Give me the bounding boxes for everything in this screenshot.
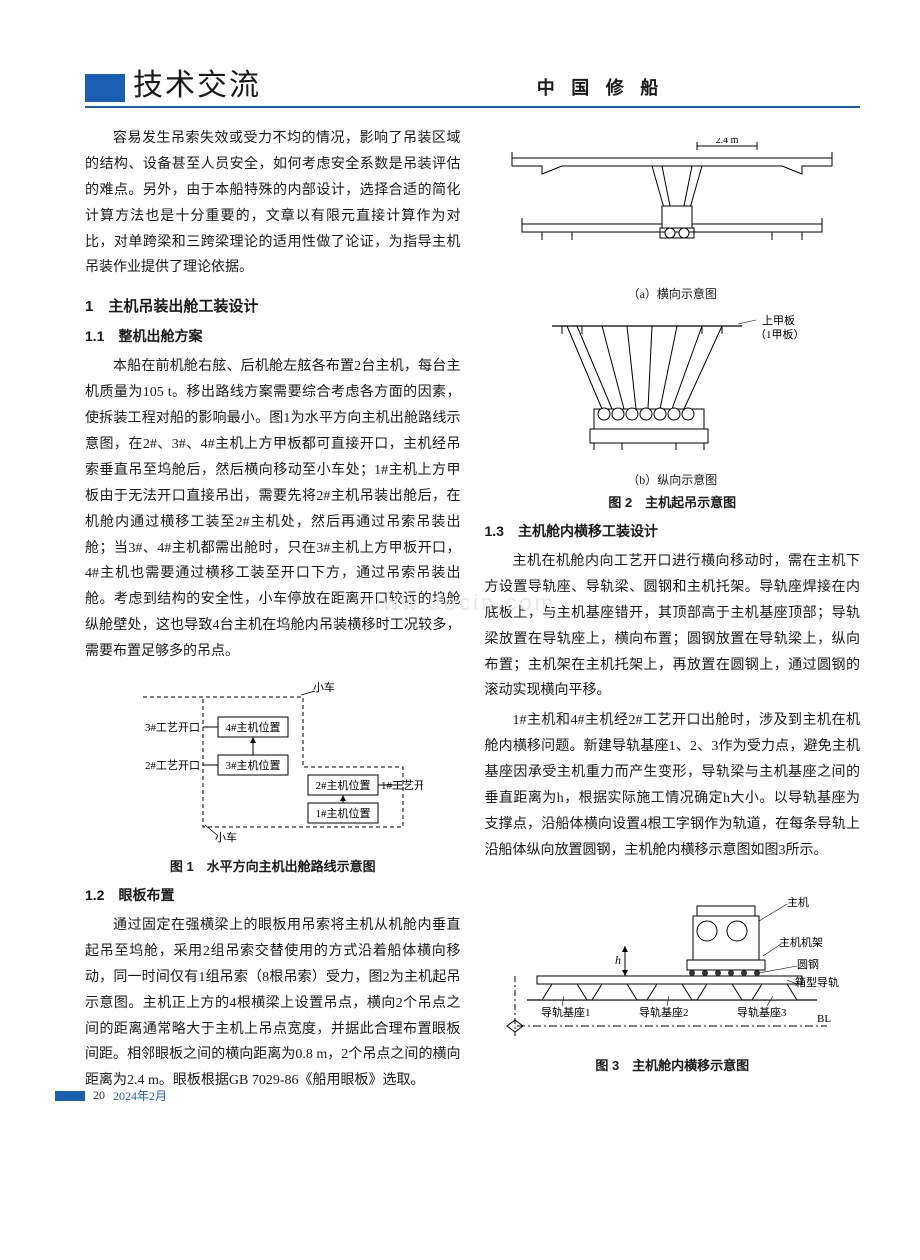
heading-1-1: 1.1 整机出舱方案: [85, 326, 461, 346]
figure-3: BL: [485, 876, 861, 1074]
svg-text:（1甲板）: （1甲板）: [755, 327, 805, 341]
page: 技术交流 中 国 修 船 www.docin.com 容易发生吊索失效或受力不均…: [0, 0, 920, 1128]
figure-2-caption: 图 2 主机起吊示意图: [485, 492, 861, 511]
svg-text:2#主机位置: 2#主机位置: [315, 778, 370, 792]
figure-2a-svg: 2.4 m: [502, 138, 842, 278]
figure-1-caption: 图 1 水平方向主机出舱路线示意图: [85, 856, 461, 875]
figure-2a: 2.4 m: [485, 138, 861, 302]
figure-2b-subcaption: （b）纵向示意图: [485, 471, 861, 488]
figure-3-caption: 图 3 主机舱内横移示意图: [485, 1055, 861, 1074]
svg-text:导轨基座1: 导轨基座1: [541, 1005, 591, 1019]
footer-date: 2024年2月: [113, 1087, 167, 1104]
figure-1-svg: 小车 4#主机位置 3#主机位置 2#主机位置 1#主机位置 3#工艺开口 2#…: [123, 677, 423, 847]
page-footer: 20 2024年2月: [55, 1087, 167, 1104]
svg-text:小车: 小车: [215, 830, 237, 844]
page-header: 技术交流 中 国 修 船: [85, 60, 860, 108]
figure-2a-subcaption: （a）横向示意图: [485, 285, 861, 302]
header-accent-block: [85, 74, 125, 102]
svg-text:2#工艺开口: 2#工艺开口: [145, 759, 200, 772]
svg-text:圆钢: 圆钢: [797, 958, 819, 971]
journal-name: 中 国 修 船: [341, 74, 860, 106]
figure-1: 小车 4#主机位置 3#主机位置 2#主机位置 1#主机位置 3#工艺开口 2#…: [85, 677, 461, 875]
left-column: 容易发生吊索失效或受力不均的情况，影响了吊装区域的结构、设备甚至人员安全，如何考…: [85, 126, 461, 1098]
figure-2b: 上甲板 （1甲板）: [485, 314, 861, 511]
svg-text:导轨基座2: 导轨基座2: [639, 1005, 689, 1019]
heading-1-2: 1.2 眼板布置: [85, 885, 461, 905]
svg-text:BL: BL: [817, 1013, 831, 1025]
figure-2b-svg: 上甲板 （1甲板）: [522, 314, 822, 464]
svg-text:主机机架: 主机机架: [779, 935, 823, 949]
svg-text:1#主机位置: 1#主机位置: [315, 806, 370, 820]
svg-text:3#主机位置: 3#主机位置: [225, 758, 280, 772]
para-1-3a: 主机在机舱内向工艺开口进行横向移动时，需在主机下方设置导轨座、导轨梁、圆钢和主机…: [485, 549, 861, 704]
para-1-3b: 1#主机和4#主机经2#工艺开口出舱时，涉及到主机在机舱内横移问题。新建导轨基座…: [485, 708, 861, 863]
footer-accent-block: [55, 1091, 85, 1101]
figure-3-svg: BL: [497, 876, 847, 1046]
para-1-2: 通过固定在强横梁上的眼板用吊索将主机从机舱内垂直起吊至坞舱，采用2组吊索交替使用…: [85, 913, 461, 1094]
svg-text:主机: 主机: [787, 895, 809, 909]
right-column: 2.4 m: [485, 126, 861, 1098]
page-number: 20: [93, 1088, 105, 1103]
svg-text:箱型导轨: 箱型导轨: [795, 975, 839, 989]
svg-text:小车: 小车: [313, 680, 335, 694]
para-1-1: 本船在前机舱右舷、后机舱左舷各布置2台主机，每台主机质量为105 t。移出路线方…: [85, 354, 461, 665]
heading-1-3: 1.3 主机舱内横移工装设计: [485, 521, 861, 541]
two-column-layout: 容易发生吊索失效或受力不均的情况，影响了吊装区域的结构、设备甚至人员安全，如何考…: [85, 126, 860, 1098]
section-title: 技术交流: [133, 60, 261, 106]
svg-text:3#工艺开口: 3#工艺开口: [145, 721, 200, 734]
svg-text:4#主机位置: 4#主机位置: [225, 720, 280, 734]
svg-text:导轨基座3: 导轨基座3: [737, 1005, 787, 1019]
heading-1: 1 主机吊装出舱工装设计: [85, 295, 461, 316]
intro-paragraph: 容易发生吊索失效或受力不均的情况，影响了吊装区域的结构、设备甚至人员安全，如何考…: [85, 126, 461, 281]
svg-text:上甲板: 上甲板: [762, 314, 795, 327]
svg-text:h: h: [615, 953, 621, 967]
svg-text:2.4 m: 2.4 m: [716, 138, 739, 146]
